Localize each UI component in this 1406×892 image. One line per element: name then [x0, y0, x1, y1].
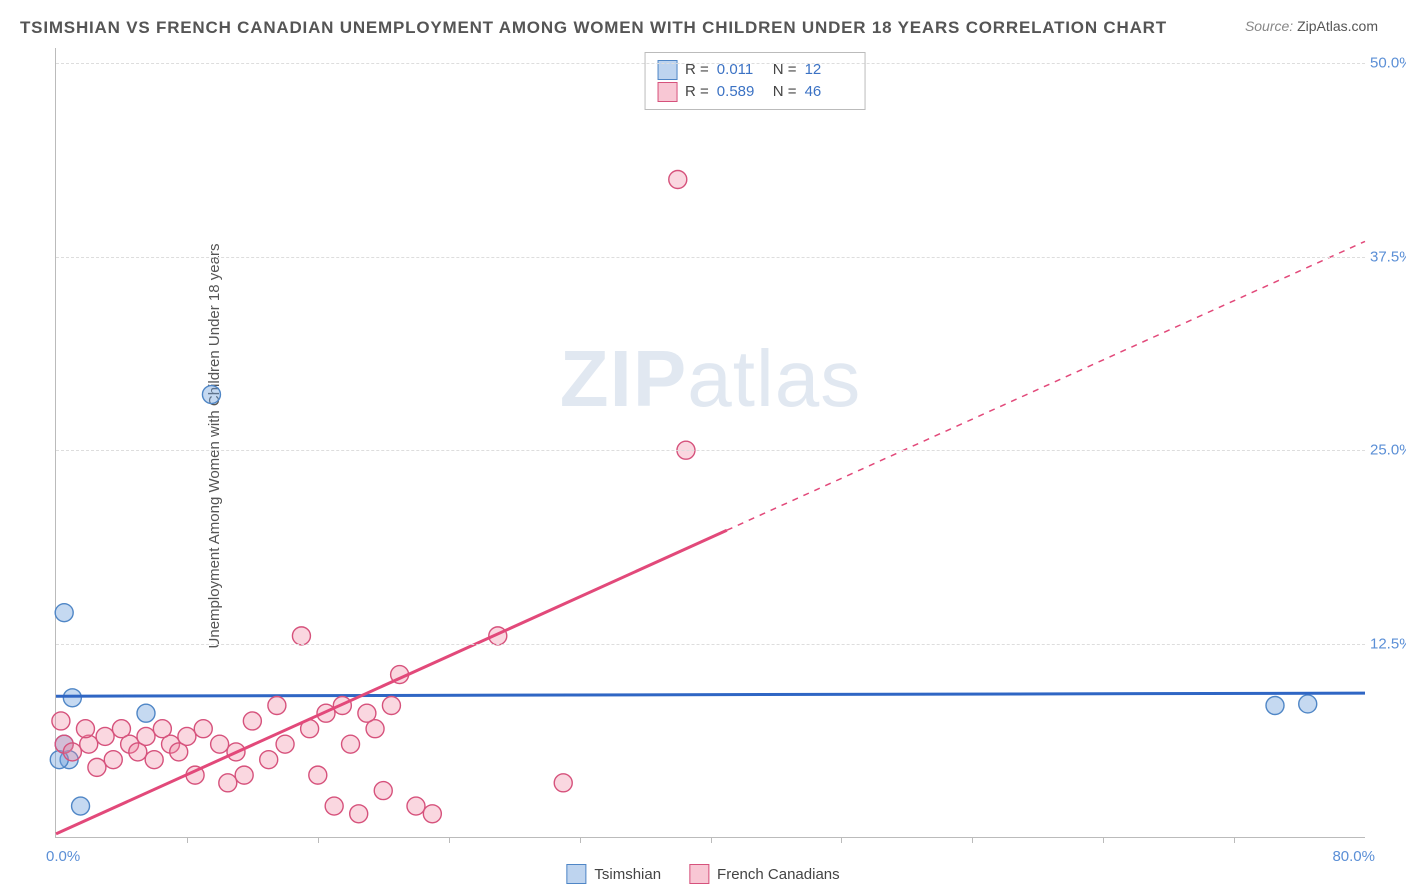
data-point	[366, 720, 384, 738]
legend-swatch-blue-icon	[566, 864, 586, 884]
x-tickmark	[1103, 837, 1104, 843]
data-point	[235, 766, 253, 784]
data-point	[178, 727, 196, 745]
data-point	[423, 805, 441, 823]
data-point	[260, 751, 278, 769]
x-tickmark	[449, 837, 450, 843]
y-tick-label: 12.5%	[1370, 635, 1406, 652]
x-tickmark	[972, 837, 973, 843]
data-point	[350, 805, 368, 823]
data-point	[104, 751, 122, 769]
plot-area: ZIPatlas R = 0.011 N = 12 R = 0.589 N = …	[55, 48, 1365, 838]
y-tick-label: 37.5%	[1370, 248, 1406, 265]
x-tickmark	[711, 837, 712, 843]
data-point	[243, 712, 261, 730]
data-point	[88, 758, 106, 776]
data-point	[1266, 697, 1284, 715]
data-point	[76, 720, 94, 738]
data-point	[268, 697, 286, 715]
legend-swatch-pink-icon	[689, 864, 709, 884]
data-point	[374, 782, 392, 800]
data-point	[342, 735, 360, 753]
data-point	[72, 797, 90, 815]
x-tickmark	[1234, 837, 1235, 843]
chart-svg	[56, 48, 1365, 837]
data-point	[137, 704, 155, 722]
data-point	[669, 171, 687, 189]
data-point	[63, 689, 81, 707]
grid-line	[56, 63, 1365, 64]
legend-label-2: French Canadians	[717, 866, 840, 883]
data-point	[202, 386, 220, 404]
data-point	[309, 766, 327, 784]
data-point	[55, 604, 73, 622]
data-point	[219, 774, 237, 792]
data-point	[63, 743, 81, 761]
legend-item-1: Tsimshian	[566, 864, 661, 884]
source-value: ZipAtlas.com	[1297, 18, 1378, 34]
data-point	[211, 735, 229, 753]
data-point	[137, 727, 155, 745]
grid-line	[56, 450, 1365, 451]
bottom-legend: Tsimshian French Canadians	[566, 864, 839, 884]
x-tickmark	[187, 837, 188, 843]
data-point	[554, 774, 572, 792]
data-point	[52, 712, 70, 730]
x-tickmark	[318, 837, 319, 843]
y-tick-label: 25.0%	[1370, 442, 1406, 459]
trend-line-blue	[56, 693, 1365, 696]
data-point	[407, 797, 425, 815]
data-point	[194, 720, 212, 738]
trend-line-pink-dash	[727, 241, 1365, 530]
x-tickmark	[841, 837, 842, 843]
grid-line	[56, 644, 1365, 645]
data-point	[382, 697, 400, 715]
data-point	[292, 627, 310, 645]
chart-title: TSIMSHIAN VS FRENCH CANADIAN UNEMPLOYMEN…	[20, 18, 1167, 38]
legend-item-2: French Canadians	[689, 864, 840, 884]
source-citation: Source: ZipAtlas.com	[1245, 18, 1378, 34]
x-tick-min: 0.0%	[46, 848, 80, 865]
grid-line	[56, 257, 1365, 258]
data-point	[96, 727, 114, 745]
source-label: Source:	[1245, 18, 1293, 34]
x-tickmark	[580, 837, 581, 843]
data-point	[325, 797, 343, 815]
legend-label-1: Tsimshian	[594, 866, 661, 883]
data-point	[276, 735, 294, 753]
x-tick-max: 80.0%	[1332, 848, 1375, 865]
y-tick-label: 50.0%	[1370, 55, 1406, 72]
data-point	[1299, 695, 1317, 713]
data-point	[145, 751, 163, 769]
